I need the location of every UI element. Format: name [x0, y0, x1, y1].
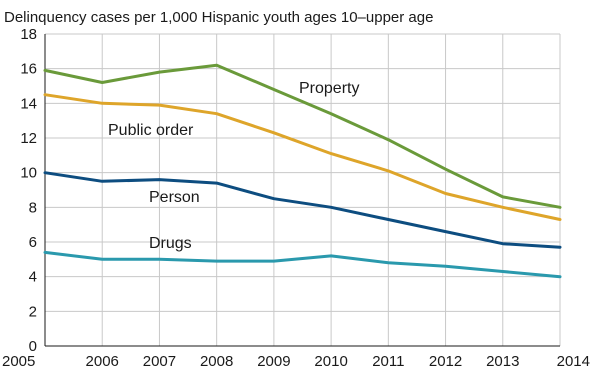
x-tick-label: 2012 [429, 353, 462, 370]
y-tick-label: 8 [29, 199, 37, 216]
series-label-public-order: Public order [108, 122, 194, 139]
x-tick-label: 2007 [143, 353, 176, 370]
gridlines [45, 33, 561, 346]
x-tick-label: 2010 [314, 353, 347, 370]
axes: 0 2 4 6 8 10 12 14 16 18 2005 2006 2007 2008 2009 2010 2… [2, 26, 590, 370]
x-tick-label: 2008 [200, 353, 233, 370]
x-tick-label: 2006 [86, 353, 119, 370]
series-line-property [43, 63, 562, 209]
series-label-person: Person [149, 189, 200, 206]
y-tick-label: 10 [20, 165, 37, 182]
y-tick-label: 18 [20, 26, 37, 43]
x-tick-label: 2014 [557, 353, 590, 370]
chart-title: Delinquency cases per 1,000 Hispanic you… [4, 9, 433, 26]
y-tick-label: 14 [20, 95, 37, 112]
series-line-public-order [43, 93, 562, 221]
y-tick-label: 2 [29, 303, 37, 320]
y-tick-label: 12 [20, 130, 37, 147]
series-labels: Property Public order Person Drugs [108, 80, 359, 252]
x-tick-label: 2011 [372, 353, 404, 370]
x-tick-label: 2013 [486, 353, 519, 370]
series-line-drugs [43, 250, 562, 279]
series-label-property: Property [299, 80, 359, 97]
series-lines [43, 63, 562, 279]
x-tick-label: 2005 [2, 353, 35, 370]
y-tick-label: 16 [20, 61, 37, 78]
series-label-drugs: Drugs [149, 235, 192, 252]
x-tick-label: 2009 [257, 353, 290, 370]
series-line-person [43, 171, 562, 249]
y-tick-label: 6 [29, 234, 37, 251]
y-tick-label: 0 [29, 338, 37, 355]
y-tick-label: 4 [29, 269, 37, 286]
